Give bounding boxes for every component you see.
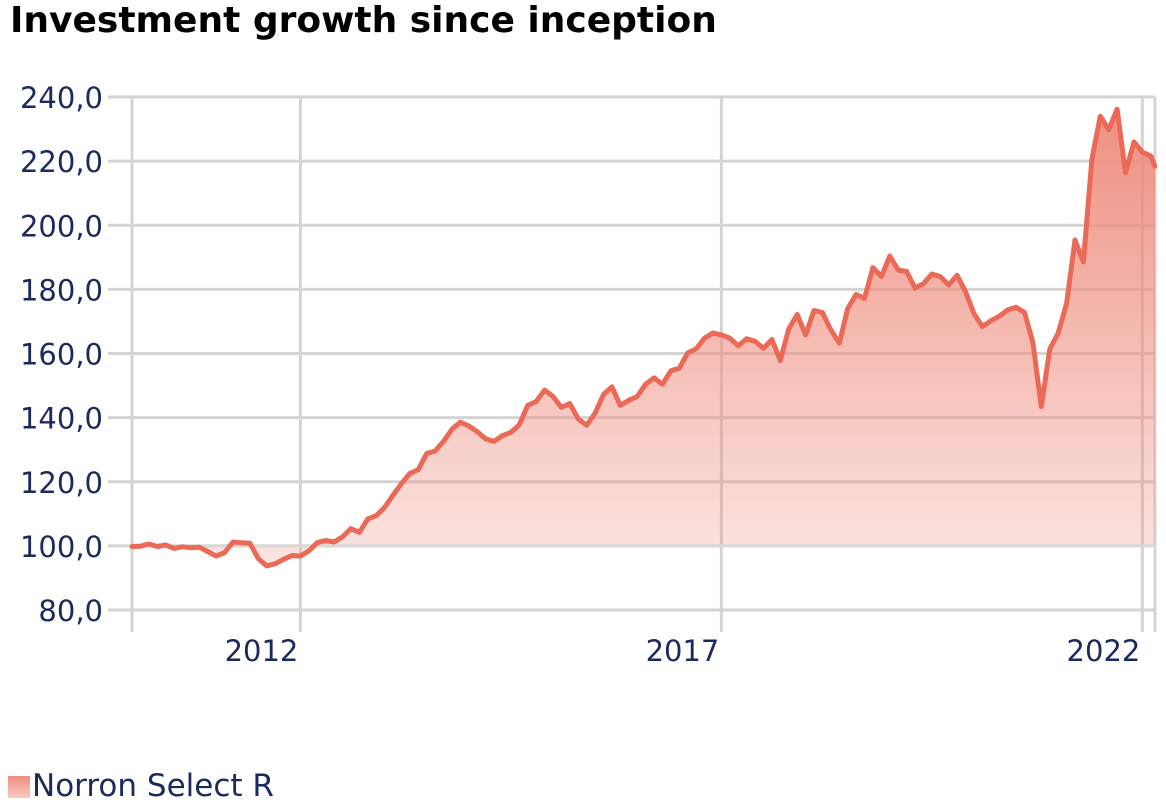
y-tick-label: 180,0 [20, 273, 103, 307]
x-tick-label: 2017 [646, 634, 720, 668]
y-tick-label: 80,0 [38, 594, 103, 628]
x-tick-label: 2012 [225, 634, 299, 668]
y-tick-label: 120,0 [20, 466, 103, 500]
y-axis-ticks: 80,0 100,0 120,0 140,0 160,0 180,0 200,0 220,0 2… [20, 81, 103, 628]
series-line [129, 106, 1158, 569]
series-area [132, 109, 1155, 566]
legend: Norron Select R [8, 768, 274, 804]
area-fill [108, 109, 1155, 566]
y-tick-label: 220,0 [20, 145, 103, 179]
x-tick-label: 2022 [1067, 634, 1141, 668]
chart-title: Investment growth since inception [10, 0, 717, 41]
y-tick-label: 200,0 [20, 209, 103, 243]
y-tick-label: 240,0 [20, 81, 103, 115]
y-tick-label: 100,0 [20, 530, 103, 564]
y-tick-label: 160,0 [20, 338, 103, 372]
x-axis-ticks: 2012 2017 2022 [225, 634, 1141, 668]
legend-label: Norron Select R [32, 768, 274, 804]
legend-swatch [8, 776, 30, 798]
y-tick-label: 140,0 [20, 402, 103, 436]
series-line-path [129, 106, 1158, 569]
